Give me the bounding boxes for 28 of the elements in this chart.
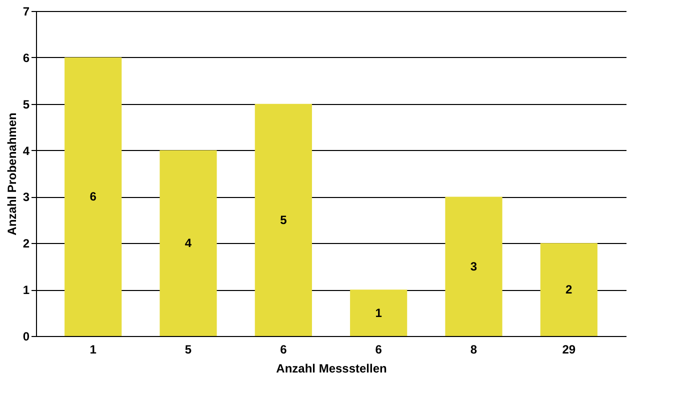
bar — [445, 196, 502, 336]
y-tick-label: 7 — [22, 4, 30, 18]
x-axis-title: Anzahl Messstellen — [276, 362, 387, 376]
y-axis-title: Anzahl Probenahmen — [4, 112, 19, 236]
bar — [350, 290, 408, 336]
data-label: 2 — [566, 282, 573, 297]
bar — [160, 150, 217, 336]
y-tick-label: 1 — [22, 283, 30, 298]
x-tick-label: 6 — [375, 342, 382, 356]
x-tick-label: 8 — [470, 342, 478, 356]
y-tick-label: 2 — [22, 236, 30, 251]
y-tick-label: 3 — [22, 190, 30, 204]
y-tick-label: 0 — [22, 330, 30, 344]
bar — [540, 243, 598, 336]
x-tick-label: 1 — [90, 342, 97, 356]
data-label: 4 — [184, 236, 192, 250]
data-label: 3 — [470, 259, 478, 274]
y-tick-label: 5 — [22, 97, 30, 112]
data-label: 5 — [280, 212, 288, 227]
x-tick-label: 29 — [562, 342, 576, 356]
x-tick-label: 6 — [280, 342, 288, 356]
data-label: 6 — [90, 190, 97, 204]
x-tick-label: 5 — [184, 342, 192, 356]
bar — [254, 104, 312, 336]
data-label: 1 — [375, 306, 382, 320]
y-tick-label: 6 — [22, 50, 30, 65]
bar — [64, 57, 122, 336]
y-tick-label: 4 — [22, 144, 30, 158]
